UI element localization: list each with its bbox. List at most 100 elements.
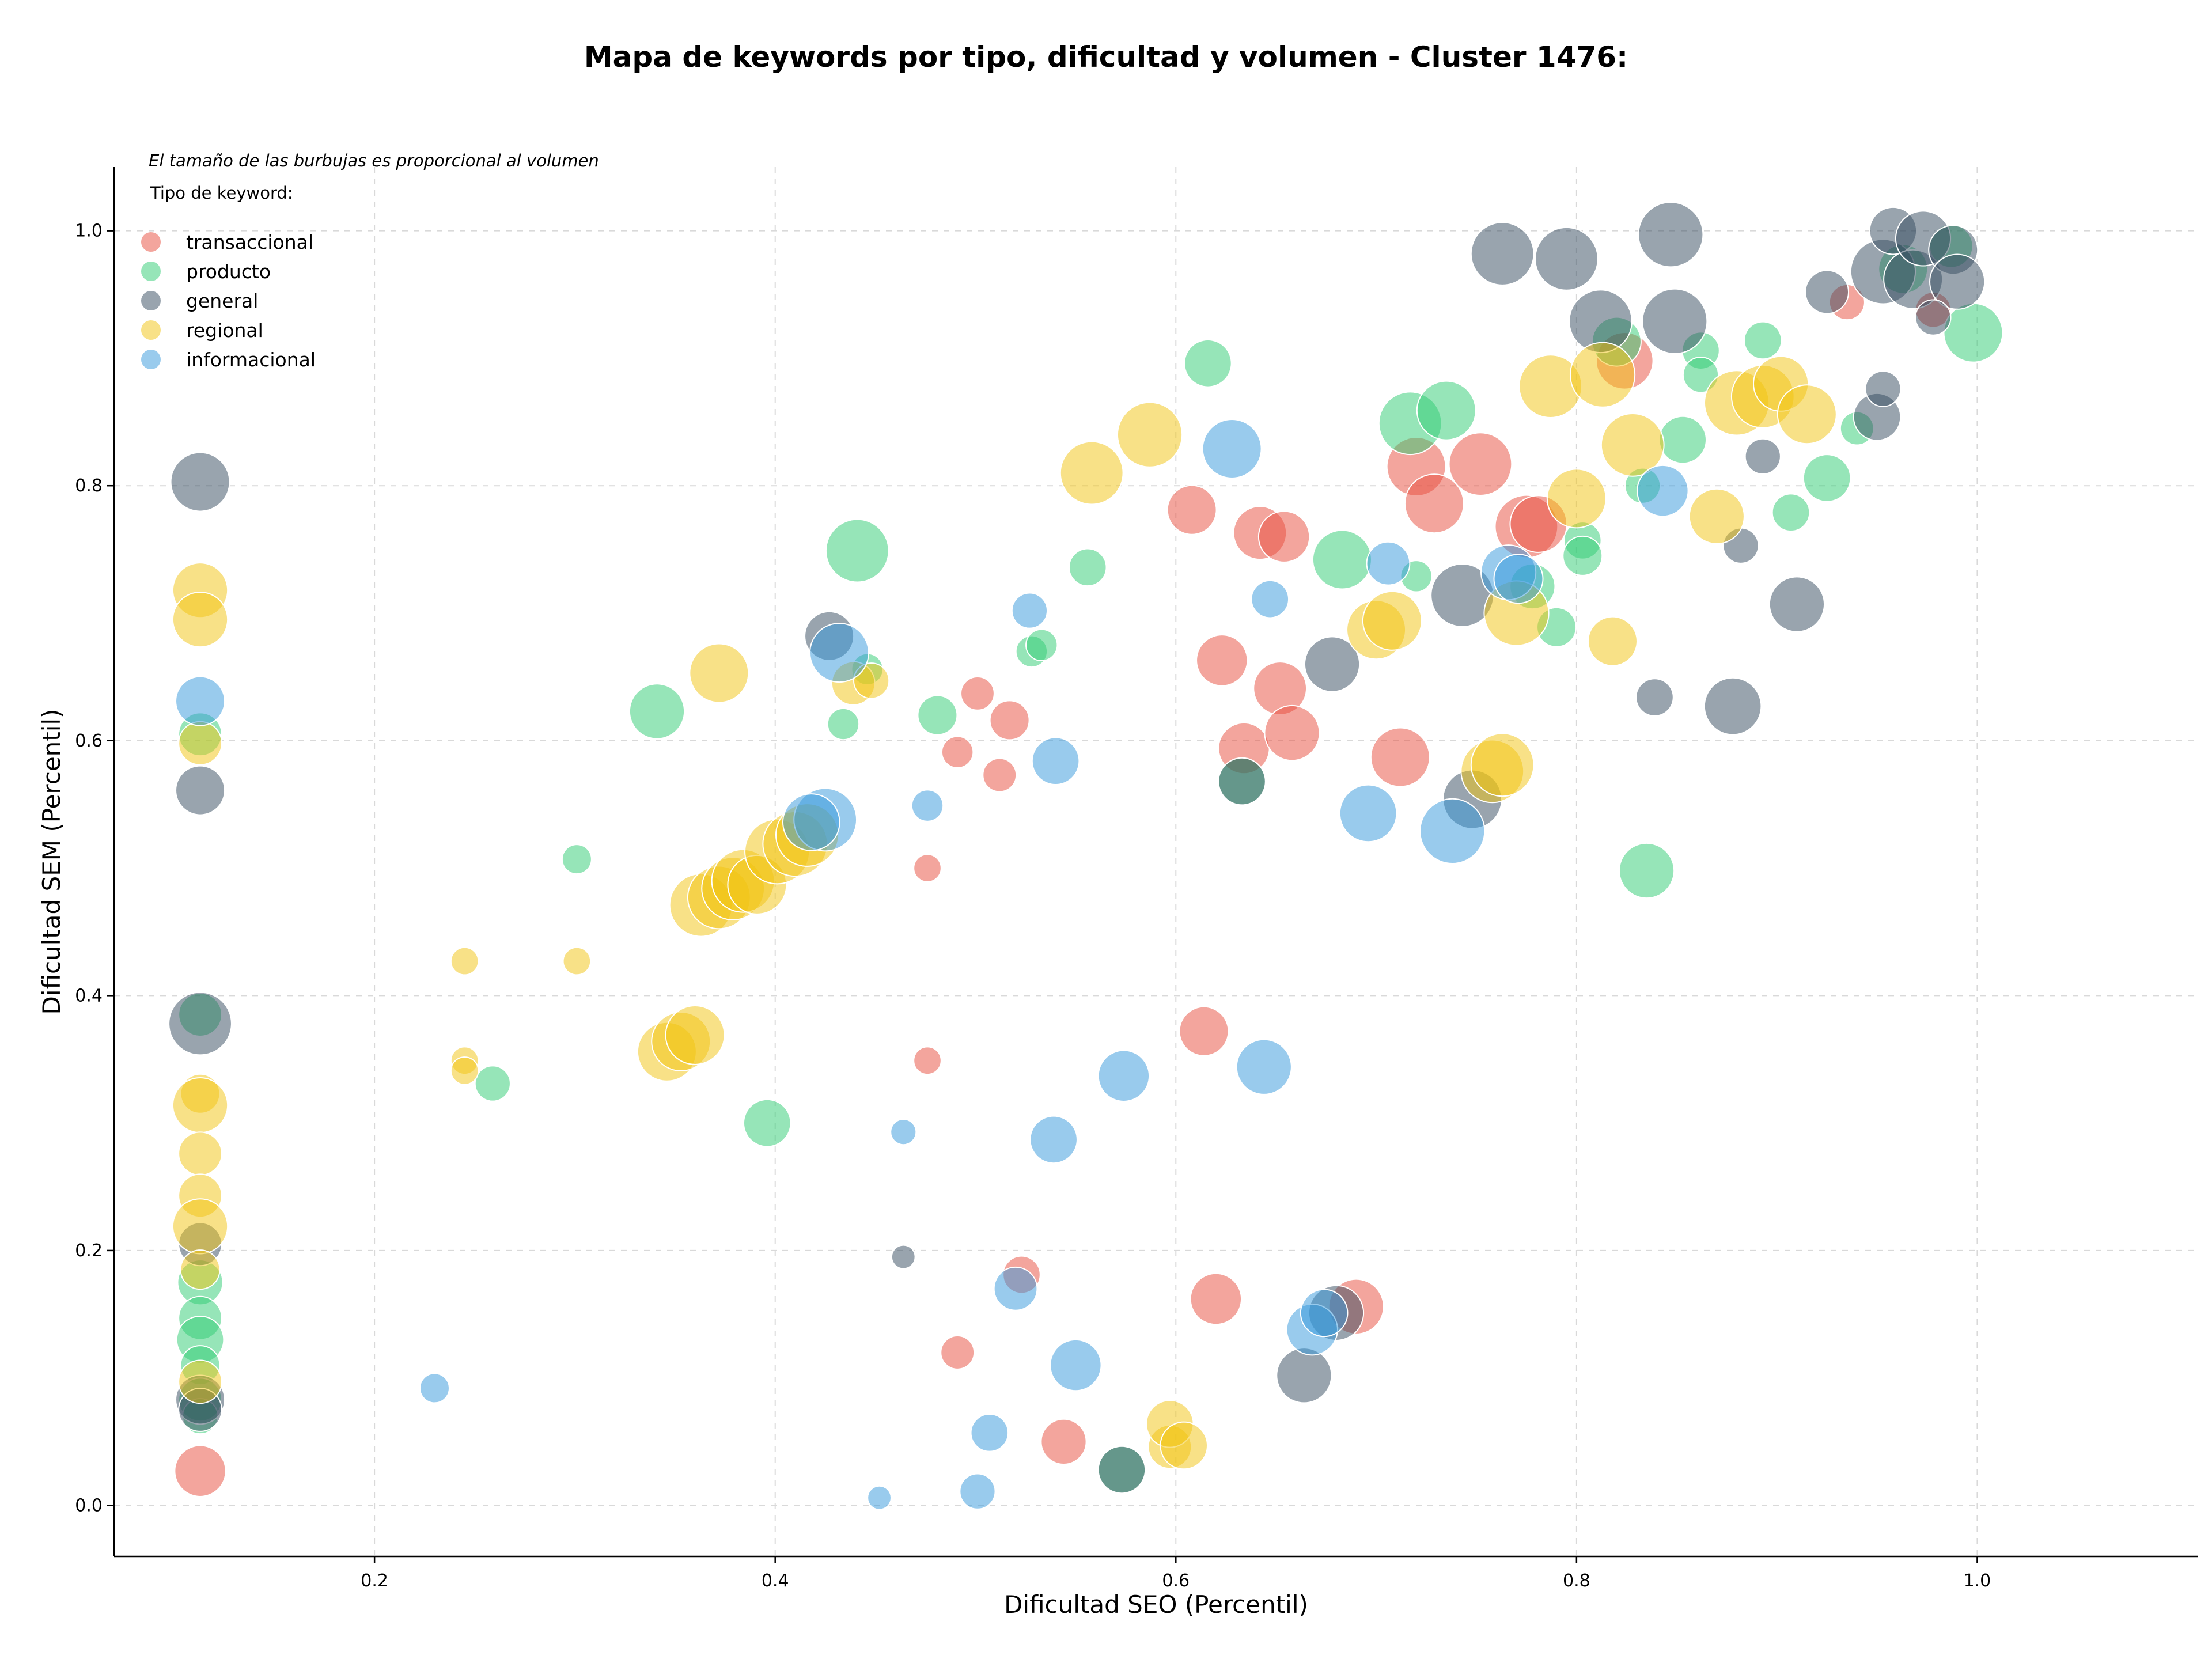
data-point <box>168 991 232 1056</box>
data-point <box>1638 202 1704 268</box>
data-point <box>1802 454 1851 502</box>
data-point <box>1160 1421 1208 1470</box>
legend-label: general <box>186 290 258 312</box>
data-point <box>1943 302 2003 363</box>
legend-label: producto <box>186 260 271 283</box>
data-point <box>1637 464 1689 517</box>
data-point <box>1218 757 1266 806</box>
data-point <box>1196 634 1248 687</box>
data-point <box>174 1445 226 1497</box>
legend-marker <box>141 291 161 310</box>
data-point <box>809 623 869 683</box>
data-point <box>1618 842 1675 899</box>
series-producto <box>176 223 2003 1494</box>
data-point <box>1768 576 1825 632</box>
legend-label: regional <box>186 319 263 342</box>
data-point <box>1493 554 1544 604</box>
data-point <box>180 1249 221 1290</box>
data-point <box>561 844 592 875</box>
data-point <box>1276 1347 1332 1404</box>
data-point <box>170 452 230 512</box>
data-point <box>1184 339 1232 388</box>
data-point <box>178 1359 222 1404</box>
data-point <box>1370 727 1430 787</box>
data-point <box>1929 253 1986 310</box>
data-point <box>853 662 890 699</box>
y-tick-label: 0.2 <box>75 1241 103 1261</box>
y-axis-label: Dificultad SEM (Percentil) <box>37 709 66 1015</box>
data-point <box>743 1098 791 1147</box>
data-point <box>940 1335 975 1370</box>
data-point <box>989 700 1030 741</box>
data-point <box>1025 628 1058 662</box>
data-point <box>175 765 226 816</box>
data-point <box>1116 401 1183 468</box>
data-point <box>562 946 592 976</box>
data-point <box>419 1373 450 1404</box>
x-tick-label: 0.8 <box>1563 1571 1590 1591</box>
legend-marker <box>141 262 161 281</box>
data-point <box>1097 1050 1150 1102</box>
data-point <box>1366 541 1411 586</box>
data-point <box>172 591 229 648</box>
data-point <box>1040 1418 1087 1465</box>
data-point <box>1600 413 1665 477</box>
data-point <box>1688 488 1745 544</box>
legend-label: informacional <box>186 348 316 371</box>
y-tick-label: 0.4 <box>75 986 103 1006</box>
data-point <box>1236 1039 1292 1095</box>
legend-label: transaccional <box>186 231 313 253</box>
data-point <box>959 1473 996 1510</box>
data-point <box>1251 579 1290 619</box>
data-point <box>689 643 749 703</box>
data-point <box>1179 1006 1229 1056</box>
data-point <box>913 854 942 882</box>
data-point <box>175 676 226 726</box>
grid <box>114 167 2198 1556</box>
data-point <box>1257 510 1310 563</box>
legend: El tamaño de las burbujas es proporciona… <box>141 151 599 371</box>
bubble-size-note: El tamaño de las burbujas es proporciona… <box>149 151 599 171</box>
chart-title: Mapa de keywords por tipo, dificultad y … <box>584 40 1628 74</box>
data-point <box>1743 321 1782 360</box>
legend-title: Tipo de keyword: <box>150 183 293 203</box>
data-point <box>970 1414 1009 1452</box>
ticks: 0.2 0.4 0.6 0.8 1.0 0.0 0.2 0.4 0.6 0.8 1.0 <box>75 221 1991 1591</box>
data-point <box>890 1119 917 1146</box>
data-point <box>1404 473 1464 534</box>
data-point <box>665 1005 725 1065</box>
data-point <box>1535 226 1599 291</box>
data-point <box>1339 784 1397 843</box>
series-transaccional <box>174 283 1952 1497</box>
data-points <box>168 202 2003 1510</box>
data-point <box>1190 1272 1243 1325</box>
y-tick-label: 0.6 <box>75 731 103 751</box>
data-point <box>1777 384 1837 445</box>
data-point <box>867 1485 892 1510</box>
data-point <box>1546 468 1607 529</box>
data-point <box>1915 299 1952 336</box>
legend-marker <box>141 232 161 252</box>
data-point <box>1562 535 1603 576</box>
data-point <box>917 695 958 736</box>
data-point <box>982 757 1017 793</box>
data-point <box>941 736 974 768</box>
data-point <box>891 1244 916 1270</box>
y-tick-label: 1.0 <box>75 221 103 241</box>
data-point <box>993 1266 1038 1311</box>
y-tick-label: 0.0 <box>75 1495 103 1516</box>
data-point <box>450 946 479 976</box>
data-point <box>1304 636 1361 692</box>
series-informacional <box>175 419 1689 1510</box>
data-point <box>1470 222 1535 286</box>
data-point <box>1642 288 1708 354</box>
data-point <box>1029 1115 1078 1164</box>
series-regional <box>172 342 1837 1470</box>
legend-marker <box>141 350 161 369</box>
data-point <box>1744 438 1781 475</box>
data-point <box>1097 1445 1146 1494</box>
data-point <box>1865 370 1902 407</box>
legend-marker <box>141 320 161 340</box>
data-point <box>628 683 685 740</box>
